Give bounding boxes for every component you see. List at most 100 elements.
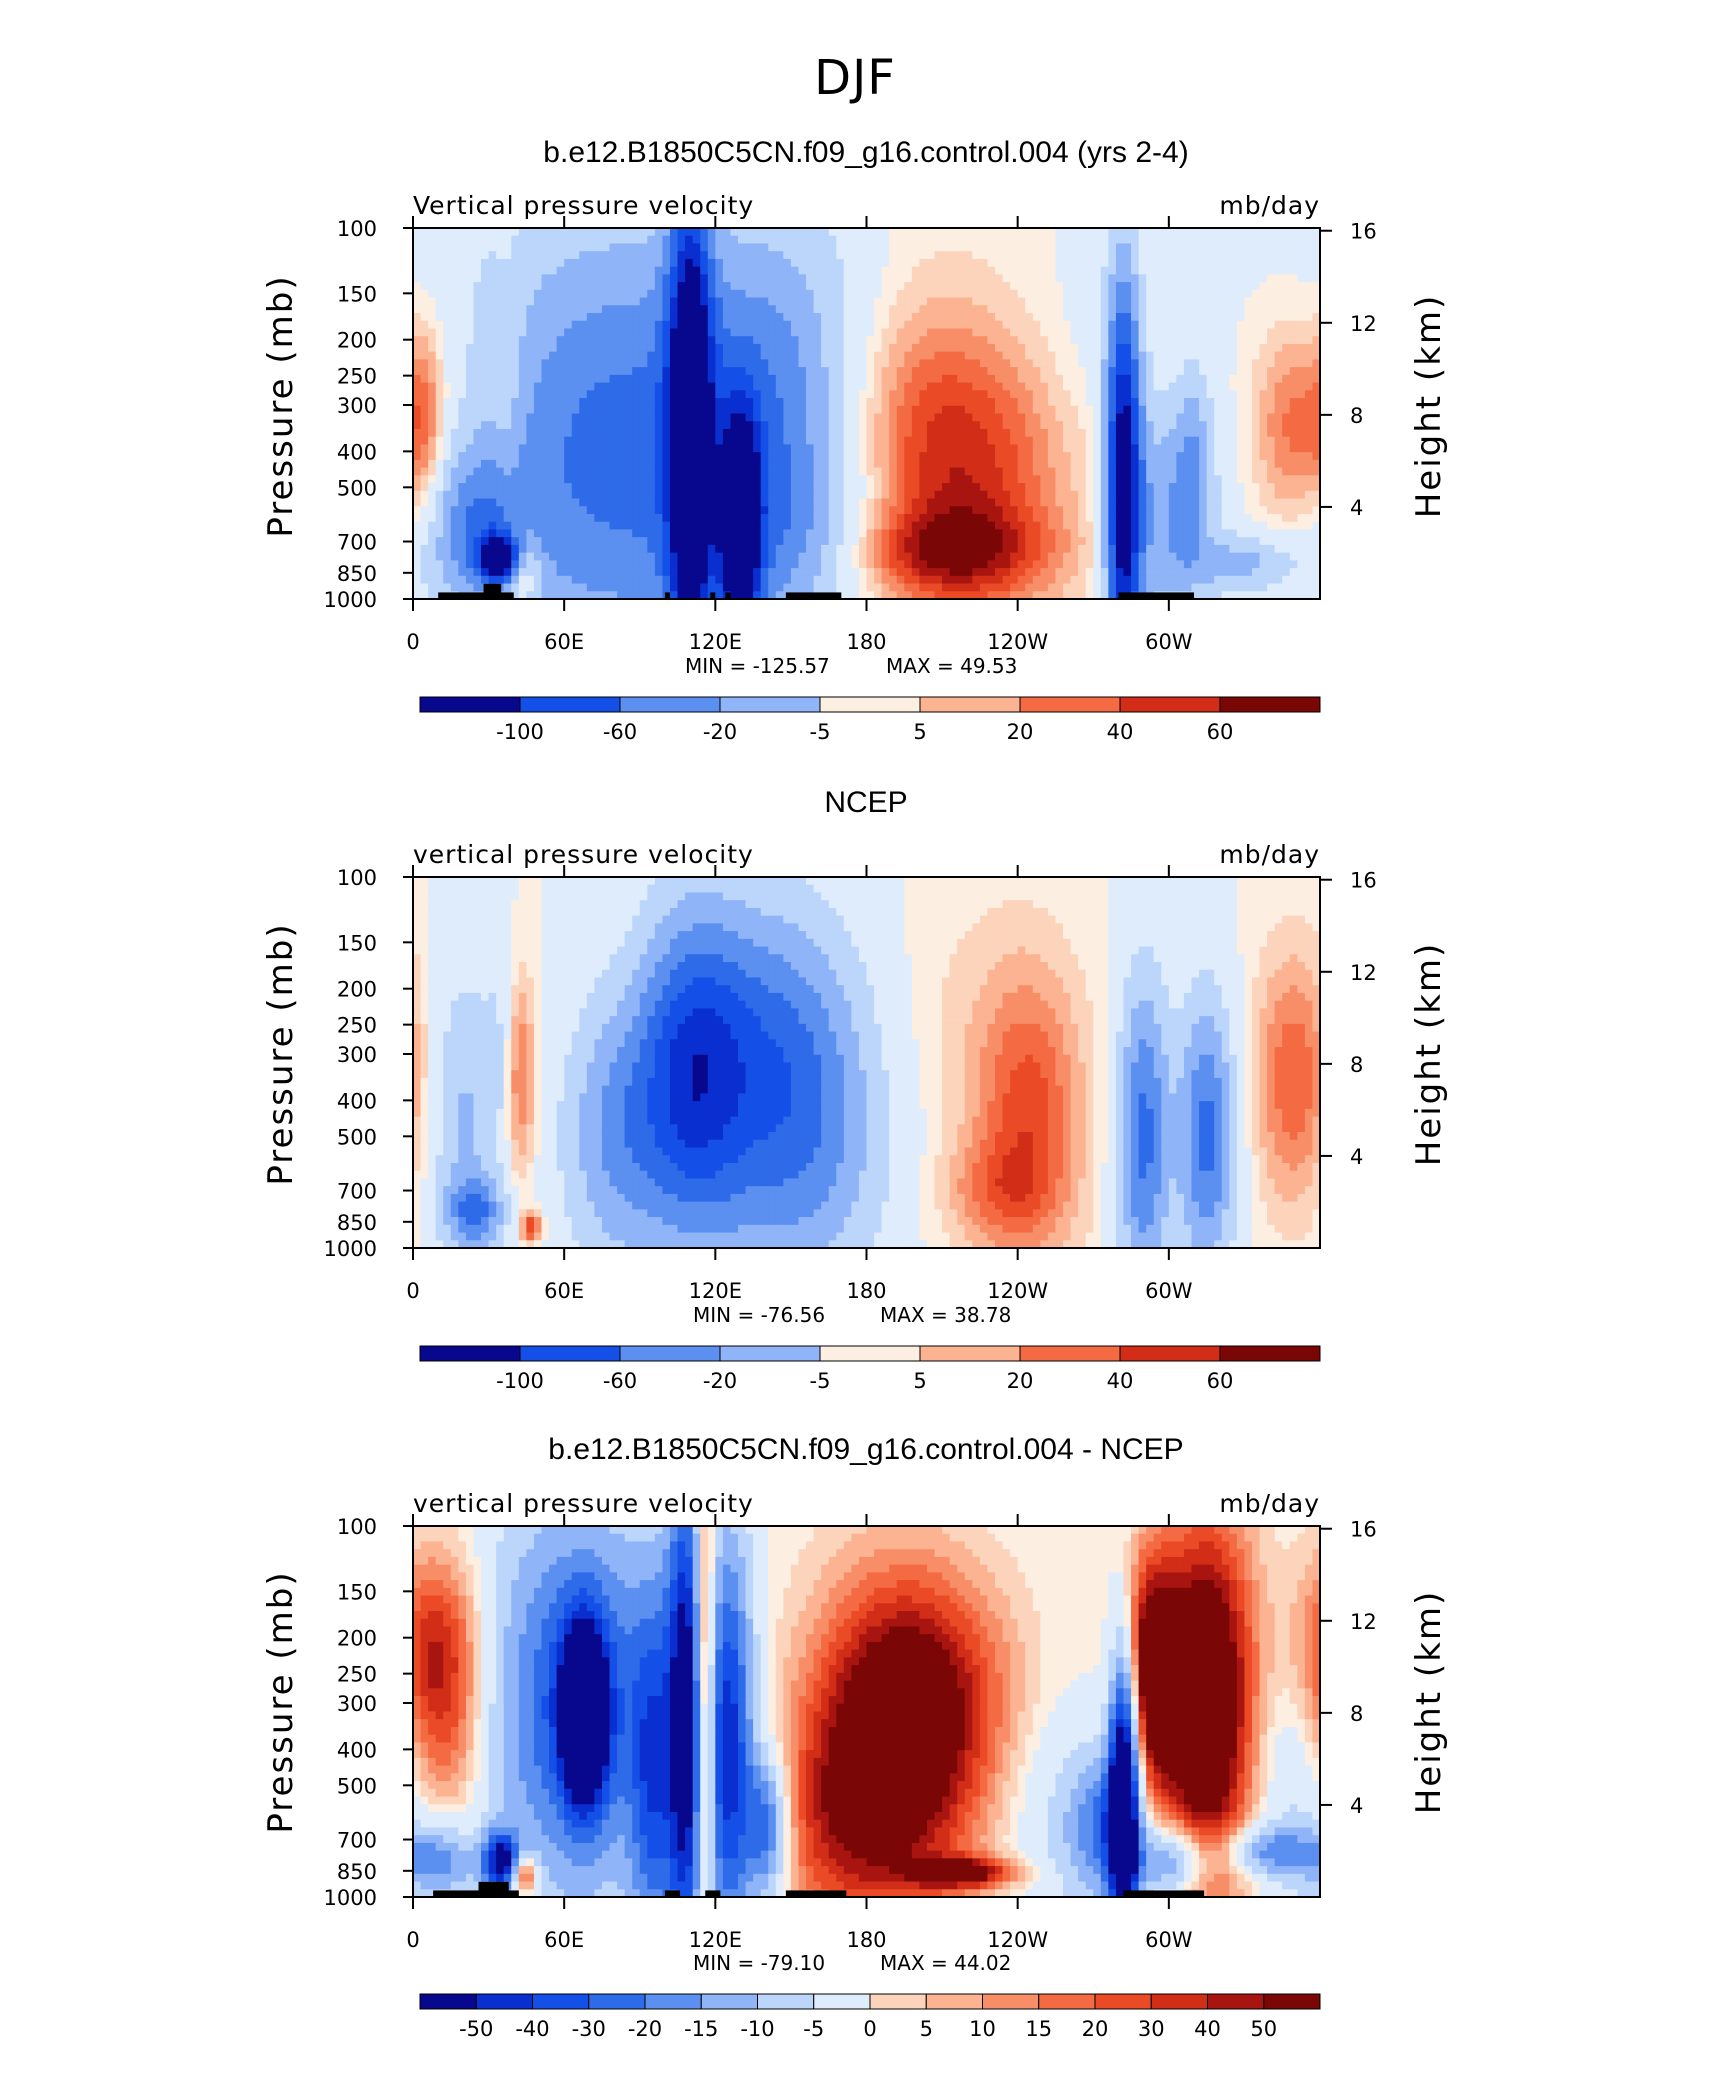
field-cell — [926, 467, 936, 476]
field-cell — [1199, 398, 1208, 407]
field-cell — [972, 228, 981, 237]
field-cell — [1236, 228, 1246, 237]
field-cell — [556, 506, 565, 515]
field-cell — [1055, 537, 1064, 546]
field-cell — [1063, 436, 1072, 446]
field-cell — [866, 258, 875, 268]
field-cell — [1085, 537, 1094, 546]
field-cell — [511, 421, 520, 430]
field-cell — [1047, 529, 1057, 538]
field-cell — [851, 498, 860, 507]
field-cell — [443, 228, 452, 237]
field-cell — [1017, 452, 1026, 461]
field-cell — [639, 336, 648, 345]
field-cell — [1153, 258, 1162, 268]
field-cell — [753, 297, 762, 306]
field-cell — [601, 444, 611, 453]
field-cell — [768, 320, 777, 330]
field-cell — [624, 475, 633, 484]
field-cell — [428, 374, 437, 384]
field-cell — [435, 382, 444, 391]
field-cell — [647, 467, 656, 476]
field-cell — [685, 258, 694, 268]
field-cell — [1267, 405, 1276, 415]
field-cell — [647, 382, 656, 391]
field-cell — [571, 343, 580, 353]
field-cell — [465, 513, 475, 523]
field-cell — [1138, 320, 1147, 330]
field-cell — [677, 544, 686, 554]
field-cell — [1115, 351, 1125, 360]
field-cell — [503, 320, 512, 330]
field-cell — [1025, 359, 1034, 368]
field-cell — [685, 483, 694, 492]
field-cell — [881, 490, 890, 500]
field-cell — [700, 467, 709, 476]
field-cell — [1214, 305, 1223, 314]
field-cell — [662, 297, 671, 306]
field-cell — [428, 390, 437, 399]
field-cell — [586, 305, 595, 314]
field-cell — [435, 235, 444, 245]
field-cell — [949, 282, 958, 291]
field-cell — [1063, 459, 1072, 469]
field-cell — [443, 506, 452, 515]
field-cell — [601, 428, 611, 438]
field-cell — [1025, 328, 1034, 337]
field-cell — [874, 351, 883, 360]
field-cell — [669, 305, 679, 314]
field-cell — [488, 320, 497, 330]
field-cell — [564, 359, 573, 368]
field-cell — [685, 336, 694, 345]
field-cell — [1259, 428, 1268, 438]
field-cell — [662, 320, 671, 330]
field-cell — [692, 544, 701, 554]
field-cell — [503, 529, 512, 538]
field-cell — [564, 367, 573, 376]
field-cell — [1131, 398, 1140, 407]
field-cell — [435, 297, 444, 306]
field-cell — [1161, 367, 1170, 376]
field-cell — [1297, 475, 1306, 484]
field-cell — [1032, 506, 1041, 515]
field-cell — [821, 359, 830, 368]
field-cell — [617, 258, 626, 268]
field-cell — [1063, 506, 1072, 515]
field-cell — [639, 297, 648, 306]
field-cell — [420, 459, 429, 469]
field-cell — [1032, 289, 1041, 299]
field-cell — [753, 351, 762, 360]
field-cell — [450, 421, 459, 430]
field-cell — [1078, 228, 1087, 237]
field-cell — [994, 421, 1004, 430]
field-cell — [1236, 382, 1246, 391]
field-cell — [866, 459, 875, 469]
field-cell — [413, 506, 422, 515]
field-cell — [571, 421, 580, 430]
field-cell — [420, 506, 429, 515]
field-cell — [1267, 398, 1276, 407]
field-cell — [964, 228, 973, 237]
field-cell — [1176, 436, 1185, 446]
field-cell — [1002, 498, 1011, 507]
field-cell — [677, 297, 686, 306]
field-cell — [518, 289, 527, 299]
field-cell — [518, 305, 527, 314]
field-cell — [1221, 390, 1230, 399]
field-cell — [972, 282, 981, 291]
field-cell — [1183, 297, 1193, 306]
field-cell — [413, 235, 422, 245]
field-cell — [586, 320, 595, 330]
field-cell — [730, 513, 739, 523]
field-cell — [1259, 421, 1268, 430]
field-cell — [609, 390, 618, 399]
field-cell — [609, 374, 618, 384]
field-cell — [722, 428, 732, 438]
field-cell — [949, 452, 958, 461]
field-cell — [1214, 529, 1223, 538]
field-cell — [979, 251, 989, 260]
field-cell — [579, 506, 588, 515]
field-cell — [1168, 452, 1177, 461]
field-cell — [753, 475, 762, 484]
field-cell — [1017, 521, 1026, 531]
